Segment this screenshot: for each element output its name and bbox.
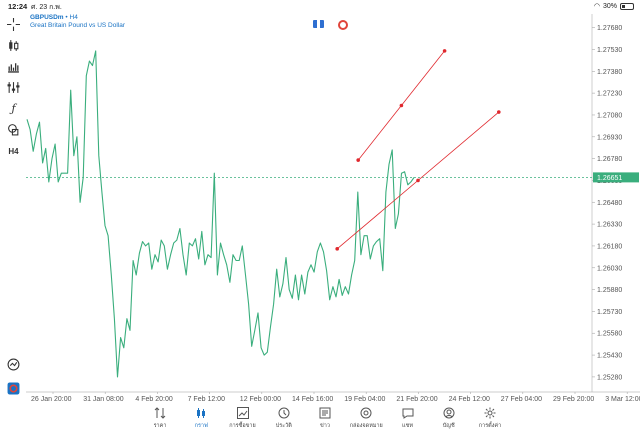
x-tick-label: 27 Feb 04:00 [501,396,542,403]
x-tick-label: 19 Feb 04:00 [344,396,385,403]
trendline-handle [356,158,361,162]
nav-item-history[interactable]: ประวัติ [264,406,304,446]
status-date: ศ. 23 ก.พ. [31,4,62,11]
x-tick-label: 3 Mar 12:00 [605,396,640,403]
x-tick-label: 14 Feb 16:00 [292,396,333,403]
settings-icon [483,406,497,420]
symbol-name: GBPUSDm [30,14,64,21]
chart-settings-icon[interactable] [6,357,21,372]
trendline-handle [416,178,420,183]
symbol-timeframe: H4 [69,14,78,21]
app-logo-icon[interactable] [6,381,21,396]
nav-item-settings[interactable]: การตั้งค่า [470,406,510,446]
price-series-line [26,50,415,378]
nav-item-chat[interactable]: แชท [388,406,428,446]
symbol-separator: • [65,14,70,21]
nav-label: ประวัติ [275,423,292,429]
nav-label: ราคา [153,423,167,429]
y-tick-label: 1.26780 [597,156,622,163]
chat-icon [401,406,415,420]
header-icons [313,20,348,30]
x-tick-label: 26 Jan 20:00 [31,396,72,403]
nav-item-trade[interactable]: การซื้อขาย [223,406,263,446]
y-tick-label: 1.26180 [597,243,622,250]
x-tick-label: 21 Feb 20:00 [396,396,437,403]
nav-item-quotes[interactable]: ราคา [140,406,180,446]
indicators-icon[interactable] [6,80,21,95]
y-tick-label: 1.25430 [597,353,622,360]
y-tick-label: 1.27230 [597,91,622,98]
bottom-navigation: ราคา กราฟ การซื้อขาย ประวัติ ข่าว กล่องจดหมาย… [140,406,510,446]
battery-percent: 30% [602,2,617,10]
nav-item-account[interactable]: บัญชี [429,406,469,446]
y-tick-label: 1.26930 [597,134,622,141]
x-tick-label: 29 Feb 20:00 [553,396,594,403]
y-tick-label: 1.26480 [597,200,622,207]
trendline-handle [399,103,404,108]
nav-label: ข่าว [320,423,330,429]
nav-label: แชท [402,423,413,429]
mailbox-icon [359,406,373,420]
candles-icon[interactable] [6,38,21,53]
y-tick-label: 1.27080 [597,112,622,119]
trendline-handle [442,49,447,53]
trendline-handle [335,247,340,251]
y-tick-label: 1.25730 [597,309,622,316]
news-icon [318,406,332,420]
bar-chart-icon[interactable] [6,59,21,74]
y-tick-label: 1.25580 [597,331,622,338]
battery-icon [620,2,634,10]
trade-session-icon[interactable] [338,20,348,30]
wifi-icon: ◠ [593,3,600,10]
x-tick-label: 4 Feb 20:00 [135,396,172,403]
y-tick-label: 1.25280 [597,374,622,381]
nav-label: บัญชี [442,423,455,429]
status-time: 12:24 [8,2,28,11]
y-tick-label: 1.27380 [597,69,622,76]
one-click-trading-icon[interactable] [313,20,324,28]
symbol-header[interactable]: GBPUSDm • H4 [30,14,78,21]
x-tick-label: 7 Feb 12:00 [188,396,225,403]
y-tick-label: 1.26030 [597,265,622,272]
chart-icon [194,406,208,420]
nav-label: กราฟ [194,423,208,429]
left-toolbar: ƒ H4 [0,14,26,396]
nav-item-chart[interactable]: กราฟ [181,406,221,446]
current-price-label: 1.26651 [597,175,622,182]
x-tick-label: 12 Feb 00:00 [240,396,281,403]
quotes-icon [153,406,167,420]
trendline-handle [497,110,501,114]
current-price-badge [593,172,639,183]
price-chart[interactable]: 1.27680 1.27530 1.27380 1.27230 1.27080 1.269… [26,14,640,404]
nav-item-news[interactable]: ข่าว [305,406,345,446]
nav-item-mailbox[interactable]: กล่องจดหมาย [346,406,386,446]
x-tick-label: 31 Jan 08:00 [83,396,124,403]
crosshair-icon[interactable] [6,17,21,32]
y-tick-label: 1.25880 [597,287,622,294]
trade-icon [236,406,250,420]
account-icon [442,406,456,420]
symbol-description: Great Britain Pound vs US Dollar [30,22,126,29]
y-tick-label: 1.27680 [597,25,622,32]
status-right: ◠ 30% [594,2,634,10]
chart-area[interactable]: 1.27680 1.27530 1.27380 1.27230 1.27080 1.269… [26,14,640,404]
function-icon[interactable]: ƒ [11,102,16,115]
y-tick-label: 1.26330 [597,222,622,229]
x-tick-label: 24 Feb 12:00 [449,396,490,403]
nav-label: การซื้อขาย [229,423,256,429]
history-icon [277,406,291,420]
y-tick-label: 1.27530 [597,47,622,54]
timeframe-button[interactable]: H4 [8,147,19,156]
objects-icon[interactable] [6,122,21,137]
nav-label: การตั้งค่า [478,423,502,429]
status-bar: 12:24 ศ. 23 ก.พ. ◠ 30% [0,0,640,13]
nav-label: กล่องจดหมาย [349,423,383,429]
